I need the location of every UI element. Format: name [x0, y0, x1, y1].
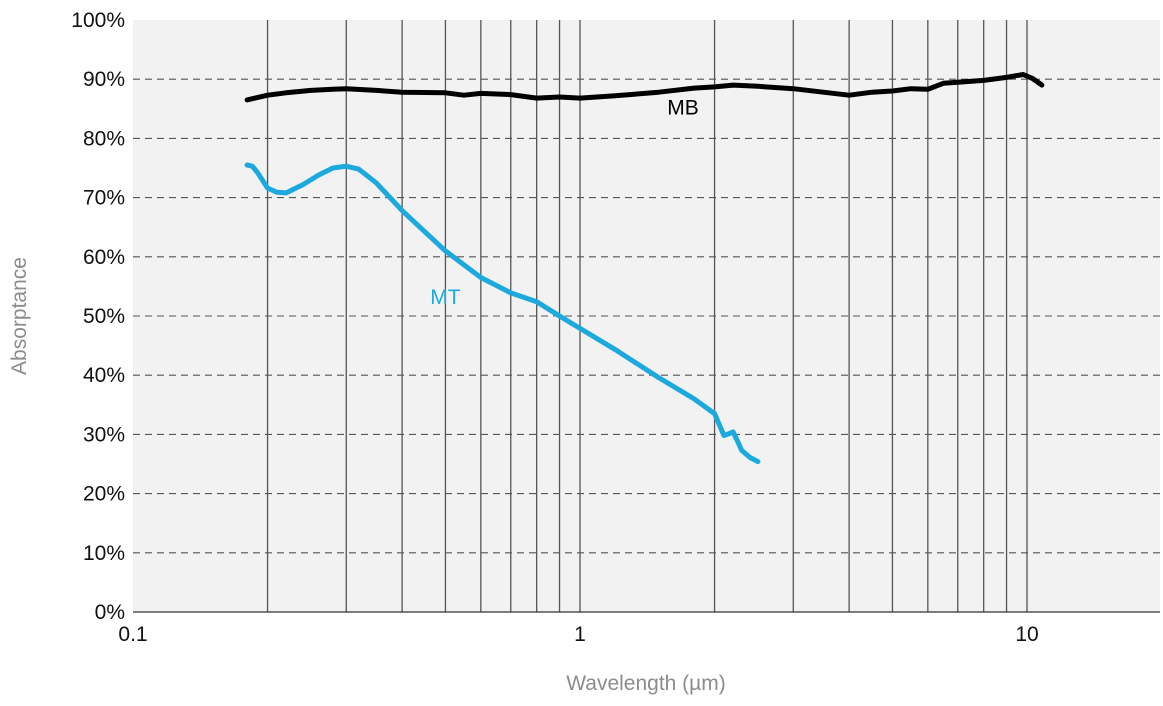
y-tick-label: 80%	[83, 127, 125, 150]
y-tick-label: 10%	[83, 542, 125, 565]
y-tick-label: 60%	[83, 246, 125, 269]
y-tick-labels: 0% 10% 20% 30% 40% 50% 60% 70% 80% 90% 100%	[71, 9, 125, 624]
series-label-mb: MB	[667, 97, 699, 120]
x-tick-labels: 0.1 1 10	[118, 623, 1038, 646]
x-tick-label: 1	[574, 623, 586, 646]
x-tick-label: 0.1	[118, 623, 147, 646]
y-tick-label: 100%	[71, 9, 125, 32]
series-line-mb	[244, 72, 1045, 103]
y-tick-label: 30%	[83, 423, 125, 446]
x-tick-label: 10	[1015, 623, 1038, 646]
series-line-mt	[244, 162, 761, 465]
y-axis-title: Absorptance	[8, 257, 31, 375]
y-tick-label: 50%	[83, 305, 125, 328]
y-tick-label: 20%	[83, 483, 125, 506]
series-label-mt: MT	[430, 286, 460, 309]
y-tick-label: 40%	[83, 364, 125, 387]
y-gridlines	[133, 78, 1160, 613]
series-layer: MB MT	[244, 72, 1045, 465]
y-tick-label: 70%	[83, 187, 125, 210]
y-tick-label: 0%	[95, 601, 125, 624]
x-axis-title: Wavelength (µm)	[566, 672, 726, 695]
y-tick-label: 90%	[83, 68, 125, 91]
